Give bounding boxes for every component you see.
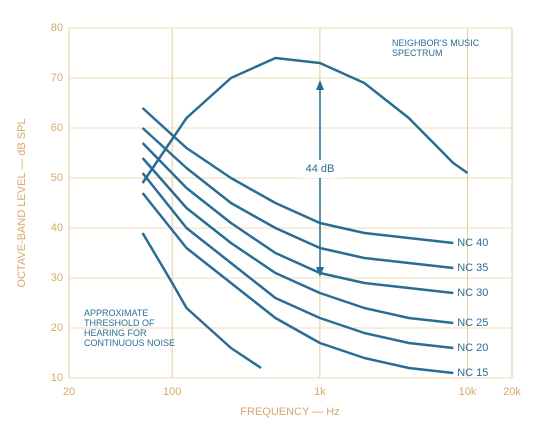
series-label: NC 25 <box>457 317 488 329</box>
annotation-bg <box>302 160 338 178</box>
series-label: NC 35 <box>457 262 488 274</box>
series-label: NC 40 <box>457 237 488 249</box>
y-axis-label: OCTAVE-BAND LEVEL — dB SPL <box>16 118 28 287</box>
x-tick-label: 1k <box>314 386 326 398</box>
series-label: NEIGHBOR'S MUSIC SPECTRUM <box>392 38 480 58</box>
series-label: NC 30 <box>457 287 488 299</box>
series-label: NC 15 <box>457 367 488 379</box>
x-tick-label: 20k <box>503 386 521 398</box>
x-tick-label: 100 <box>163 386 181 398</box>
annotation: 44 dB <box>306 163 335 175</box>
y-tick-label: 40 <box>51 222 63 234</box>
y-tick-label: 80 <box>51 22 63 34</box>
series-label: NC 20 <box>457 342 488 354</box>
y-tick-label: 50 <box>51 172 63 184</box>
series-label: APPROXIMATE THRESHOLD OF HEARING FOR CON… <box>84 308 176 348</box>
arrow-head <box>316 80 324 90</box>
x-tick-label: 10k <box>459 386 477 398</box>
series-line <box>141 56 469 184</box>
y-tick-label: 70 <box>51 72 63 84</box>
series-line <box>141 192 454 375</box>
series-line <box>141 107 454 245</box>
series-line <box>141 127 454 270</box>
series-line <box>141 172 454 350</box>
series-line <box>141 157 454 325</box>
x-axis-label: FREQUENCY — Hz <box>240 406 339 418</box>
y-tick-label: 60 <box>51 122 63 134</box>
x-tick-label: 20 <box>63 386 75 398</box>
series-line <box>141 142 454 295</box>
series-line <box>141 232 262 370</box>
y-tick-label: 20 <box>51 322 63 334</box>
y-tick-label: 10 <box>51 372 63 384</box>
y-tick-label: 30 <box>51 272 63 284</box>
